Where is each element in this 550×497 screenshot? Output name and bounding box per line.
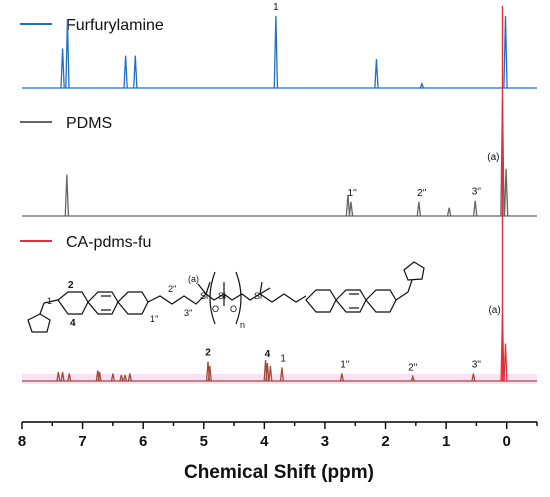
x-tick-label-1: 1 xyxy=(442,433,450,450)
peak-furfurylamine-7 xyxy=(503,15,508,89)
x-axis-title: Chemical Shift (ppm) xyxy=(184,462,374,483)
peak-furfurylamine-5 xyxy=(374,59,379,89)
peak-label-ca-pdms-fu-1: 4 xyxy=(265,349,271,360)
left-furan-ring xyxy=(27,313,51,333)
peak-ca-pdms-fu-14 xyxy=(279,367,284,382)
peak-pdms-0 xyxy=(64,174,70,217)
peak-furfurylamine-4 xyxy=(273,15,279,89)
right-oxazine-ring xyxy=(305,289,337,313)
chemical-structure xyxy=(27,261,425,333)
peak-label-ca-pdms-fu-4: 2'' xyxy=(408,363,417,374)
peak-ca-pdms-fu-19 xyxy=(503,343,508,382)
peak-ca-pdms-fu-6 xyxy=(119,374,124,382)
peak-label-pdms-2: 3'' xyxy=(472,187,481,198)
left-benzene-ring xyxy=(87,291,119,315)
structure-label-2pp: 2'' xyxy=(168,284,177,294)
peak-label-furfurylamine-0: 1 xyxy=(273,2,279,13)
peak-furfurylamine-1 xyxy=(65,19,70,89)
peak-label-pdms-1: 2'' xyxy=(417,188,426,199)
structure-label-o-1: O xyxy=(212,304,219,314)
peak-ca-pdms-fu-17 xyxy=(471,373,476,382)
legend-label-ca-pdms-fu: CA-pdms-fu xyxy=(66,234,151,251)
peak-pdms-3 xyxy=(416,201,422,217)
peak-furfurylamine-0 xyxy=(60,48,65,89)
peak-label-ca-pdms-fu-0: 2 xyxy=(205,348,211,359)
x-tick-label-0: 0 xyxy=(503,433,511,450)
peak-ca-pdms-fu-10 xyxy=(207,365,212,382)
structure-labels: 1 2 4 (a) 1'' 2'' 3'' Si O Si O Si n xyxy=(47,274,262,330)
peak-label-pdms-3: (a) xyxy=(487,152,499,163)
peak-label-ca-pdms-fu-3: 1'' xyxy=(340,360,349,371)
peak-ca-pdms-fu-15 xyxy=(339,373,344,382)
peak-pdms-5 xyxy=(472,200,478,217)
structure-label-o-2: O xyxy=(230,304,237,314)
left-oxazine-ring xyxy=(57,291,89,315)
peak-label-pdms-0: 1'' xyxy=(348,188,357,199)
peak-pdms-7 xyxy=(503,168,509,217)
structure-label-si-3: Si xyxy=(254,291,262,301)
peak-furfurylamine-6 xyxy=(419,81,425,89)
legend-furfurylamine: Furfurylamine xyxy=(20,17,164,34)
left-propyl-chain xyxy=(147,293,207,305)
peak-ca-pdms-fu-12 xyxy=(265,362,270,382)
peak-ca-pdms-fu-8 xyxy=(127,373,132,382)
structure-label-1pp: 1'' xyxy=(150,314,159,324)
peak-ca-pdms-fu-7 xyxy=(122,374,128,382)
peak-annotations: 11'' 2'' 3''(a)2 4 11'' 2'' 3''(a) xyxy=(205,2,500,374)
legend-ca-pdms-fu: CA-pdms-fu xyxy=(20,234,151,251)
peak-pdms-2 xyxy=(348,201,354,217)
peak-ca-pdms-fu-16 xyxy=(410,374,415,382)
peak-ca-pdms-fu-2 xyxy=(67,373,72,382)
peak-label-ca-pdms-fu-6: (a) xyxy=(488,305,500,316)
x-tick-label-8: 8 xyxy=(18,433,26,450)
structure-label-4: 4 xyxy=(70,318,76,329)
structure-label-si-1: Si xyxy=(200,291,208,301)
x-tick-label-4: 4 xyxy=(260,433,269,450)
right-propyl-chain xyxy=(259,293,307,303)
peak-ca-pdms-fu-0 xyxy=(56,371,61,382)
left-oxazine-ring-2 xyxy=(117,291,149,315)
legend-label-pdms: PDMS xyxy=(66,115,112,132)
x-tick-label-7: 7 xyxy=(78,433,86,450)
structure-label-2: 2 xyxy=(68,280,74,291)
right-furan-ring xyxy=(403,261,425,281)
peak-furfurylamine-3 xyxy=(133,55,138,89)
ca-baseline-highlight xyxy=(22,374,537,384)
peak-label-ca-pdms-fu-5: 3'' xyxy=(472,360,481,371)
peak-label-ca-pdms-fu-2: 1 xyxy=(280,354,286,365)
repeat-bracket-left xyxy=(209,271,216,325)
peak-ca-pdms-fu-4 xyxy=(97,371,102,382)
x-axis: 8 7 6 5 4 3 2 1 0 xyxy=(18,421,538,450)
x-tick-label-5: 5 xyxy=(200,433,208,450)
x-tick-label-3: 3 xyxy=(321,433,329,450)
structure-label-3pp: 3'' xyxy=(184,308,193,318)
peak-pdms-1 xyxy=(345,194,351,217)
peak-pdms-4 xyxy=(446,207,452,217)
x-tick-label-6: 6 xyxy=(139,433,147,450)
peak-furfurylamine-2 xyxy=(123,55,128,89)
structure-label-a: (a) xyxy=(188,274,199,284)
peak-ca-pdms-fu-1 xyxy=(60,371,65,382)
peak-ca-pdms-fu-13 xyxy=(268,365,273,382)
legend-pdms: PDMS xyxy=(20,115,112,132)
structure-label-n: n xyxy=(240,320,245,330)
structure-label-si-2: Si xyxy=(218,291,226,301)
spectra-group xyxy=(22,6,537,382)
x-tick-label-2: 2 xyxy=(381,433,389,450)
repeat-bracket-right xyxy=(235,271,242,325)
siloxane-backbone xyxy=(205,293,261,301)
legend-label-furfurylamine: Furfurylamine xyxy=(66,17,164,34)
right-oxazine-ring-2 xyxy=(365,289,397,313)
structure-label-1: 1 xyxy=(47,296,52,306)
right-benzene-ring xyxy=(335,289,367,313)
peak-ca-pdms-fu-5 xyxy=(110,373,115,382)
